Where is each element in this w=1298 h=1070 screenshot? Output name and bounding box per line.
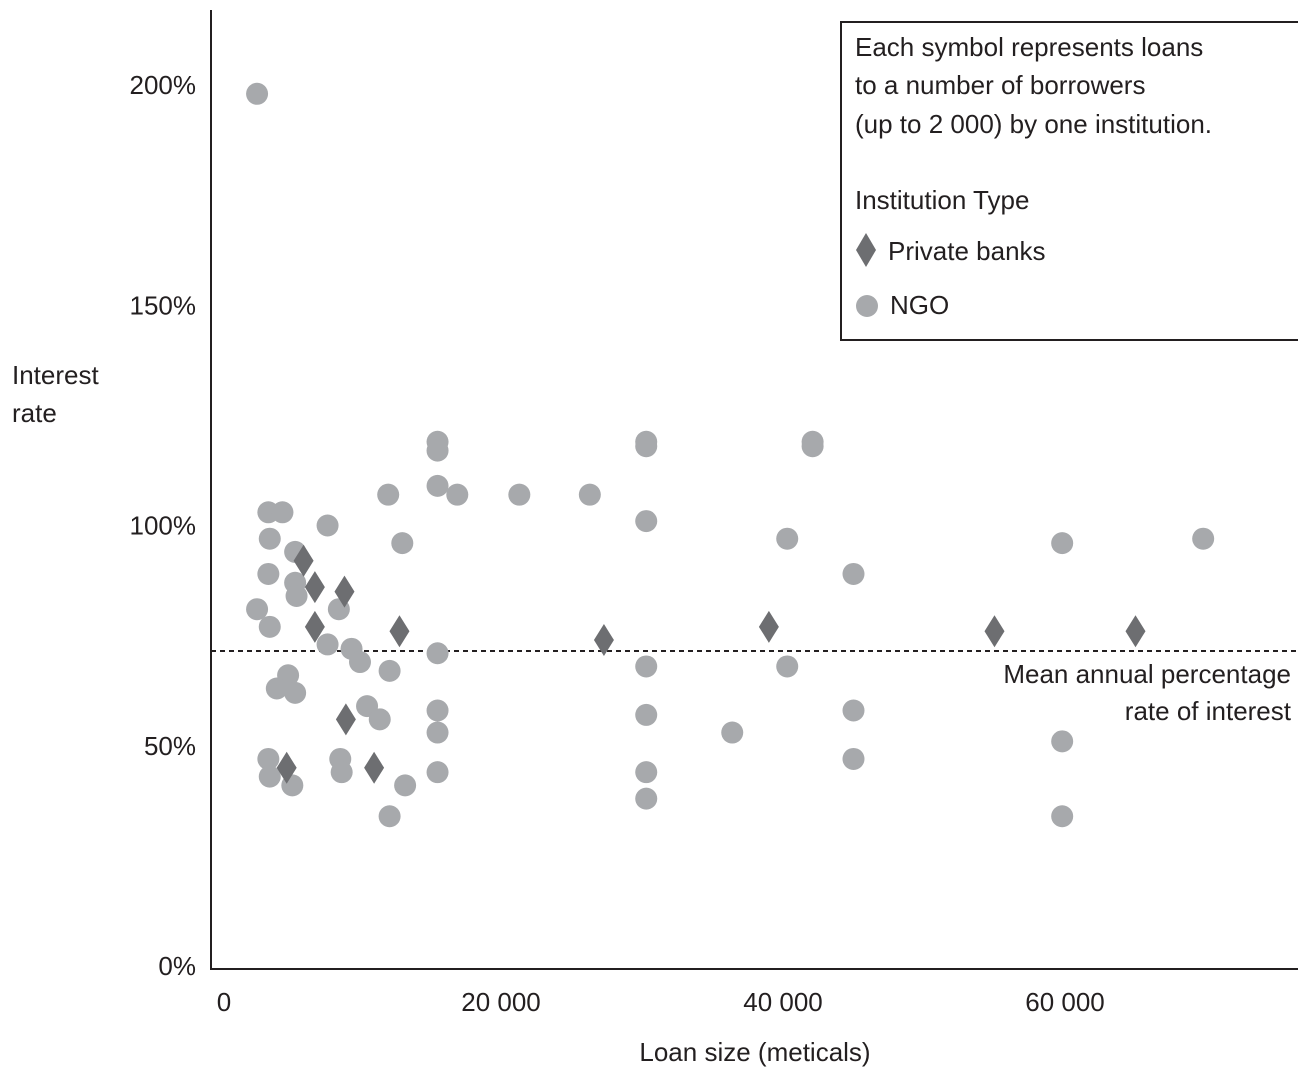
ngo-point	[635, 761, 658, 784]
ngo-point	[1192, 527, 1215, 550]
legend-note-line-1: Each symbol represents loans	[855, 32, 1203, 62]
ngo-point	[721, 721, 744, 744]
ngo-point	[635, 787, 658, 810]
ngo-point	[368, 708, 391, 731]
legend-note-line-2: to a number of borrowers	[855, 70, 1145, 100]
ngo-point	[246, 598, 269, 621]
legend-diamond-icon	[856, 233, 876, 267]
ngo-point	[257, 747, 280, 770]
private-bank-point	[364, 751, 385, 784]
ngo-point	[426, 699, 449, 722]
ngo-point	[426, 721, 449, 744]
y-axis-title-line-2: rate	[12, 398, 57, 428]
ngo-point	[508, 483, 531, 506]
private-bank-point	[335, 703, 356, 736]
private-bank-point	[1125, 615, 1146, 648]
ngo-point	[801, 435, 824, 458]
ngo-point	[578, 483, 601, 506]
ngo-point	[1051, 805, 1074, 828]
ngo-point	[426, 761, 449, 784]
private-bank-point	[984, 615, 1005, 648]
private-bank-point	[293, 544, 314, 577]
private-bank-point	[304, 571, 325, 604]
legend-ngo-label: NGO	[890, 290, 949, 320]
ngo-point	[635, 703, 658, 726]
x-axis-title: Loan size (meticals)	[639, 1037, 870, 1067]
ngo-point	[426, 642, 449, 665]
ngo-point	[271, 501, 294, 524]
x-tick-label: 0	[217, 987, 231, 1017]
legend-circle-icon	[856, 295, 878, 317]
ngo-point	[316, 514, 339, 537]
ngo-point	[316, 633, 339, 656]
ngo-point	[330, 761, 353, 784]
ngo-point	[391, 532, 414, 555]
mean-line-label-line-1: Mean annual percentage	[1003, 659, 1291, 689]
ngo-point	[635, 435, 658, 458]
ngo-point	[377, 483, 400, 506]
mean-line-label-line-2: rate of interest	[1125, 696, 1292, 726]
y-axis-title-line-1: Interest	[12, 360, 99, 390]
y-tick-label: 50%	[144, 731, 196, 761]
y-tick-label: 200%	[130, 70, 197, 100]
ngo-point	[1051, 730, 1074, 753]
private-bank-point	[593, 624, 614, 657]
ngo-point	[776, 655, 799, 678]
ngo-point	[246, 82, 269, 105]
private-bank-point	[276, 751, 297, 784]
ngo-point	[776, 527, 799, 550]
ngo-point	[258, 615, 281, 638]
ngo-point	[635, 510, 658, 533]
ngo-point	[426, 474, 449, 497]
ngo-point	[285, 584, 308, 607]
legend: Each symbol represents loans to a number…	[840, 21, 1298, 341]
ngo-point	[257, 562, 280, 585]
ngo-point	[284, 681, 307, 704]
ngo-point	[426, 439, 449, 462]
ngo-point	[265, 677, 288, 700]
ngo-point	[446, 483, 469, 506]
ngo-point	[258, 765, 281, 788]
ngo-point	[842, 747, 865, 770]
ngo-point	[258, 527, 281, 550]
y-tick-label: 150%	[130, 290, 197, 320]
ngo-point	[842, 699, 865, 722]
ngo-point	[635, 655, 658, 678]
x-tick-label: 20 000	[461, 987, 541, 1017]
private-bank-point	[334, 575, 355, 608]
legend-private-banks-label: Private banks	[888, 236, 1046, 266]
x-tick-label: 40 000	[743, 987, 823, 1017]
ngo-point	[394, 774, 417, 797]
legend-box	[840, 21, 1298, 341]
ngo-point	[378, 659, 401, 682]
private-bank-point	[304, 610, 325, 643]
legend-heading: Institution Type	[855, 185, 1029, 215]
y-tick-label: 100%	[130, 511, 197, 541]
ngo-point	[1051, 532, 1074, 555]
private-bank-point	[389, 615, 410, 648]
private-bank-point	[758, 610, 779, 643]
y-tick-label: 0%	[158, 951, 196, 981]
ngo-point	[378, 805, 401, 828]
private-banks-series	[276, 544, 1146, 784]
ngo-point	[349, 651, 371, 674]
y-tick-labels: 0% 50% 100% 150% 200%	[130, 70, 197, 981]
x-tick-label: 60 000	[1025, 987, 1105, 1017]
ngo-point	[842, 562, 865, 585]
legend-note-line-3: (up to 2 000) by one institution.	[855, 109, 1212, 139]
x-tick-labels: 0 20 000 40 000 60 000	[217, 987, 1105, 1017]
